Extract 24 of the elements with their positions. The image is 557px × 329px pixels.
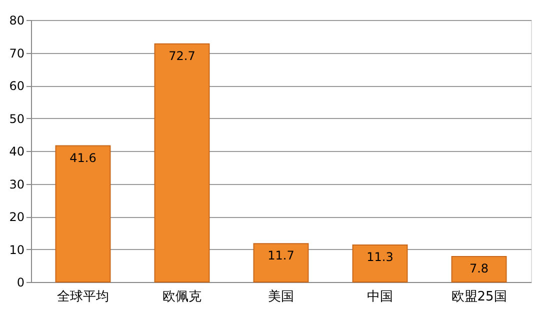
bar	[55, 145, 111, 282]
data-label: 7.8	[469, 261, 489, 276]
x-tick-label: 欧盟25国	[451, 290, 507, 304]
bar	[154, 43, 210, 282]
y-tick-label: 80	[9, 14, 24, 28]
y-tick-label: 0	[16, 276, 24, 290]
y-tick-label: 70	[9, 46, 24, 60]
data-label: 41.6	[70, 150, 96, 165]
y-tick-label: 40	[9, 144, 24, 158]
x-tick-label: 美国	[268, 288, 294, 304]
y-tick-label: 30	[9, 177, 24, 192]
data-label: 11.7	[268, 248, 294, 263]
bar	[352, 244, 408, 282]
data-label: 11.3	[366, 250, 394, 264]
bar	[451, 256, 507, 282]
x-tick-label: 欧佩克	[162, 290, 202, 304]
data-label: 72.7	[168, 48, 196, 63]
x-tick-label: 中国	[367, 290, 394, 304]
bar	[253, 243, 309, 282]
y-tick-label: 50	[9, 112, 24, 126]
y-tick-label: 20	[9, 210, 24, 224]
y-tick-label: 60	[9, 79, 24, 93]
y-tick-label: 10	[9, 242, 24, 257]
x-tick-label: 全球平均	[56, 290, 109, 304]
